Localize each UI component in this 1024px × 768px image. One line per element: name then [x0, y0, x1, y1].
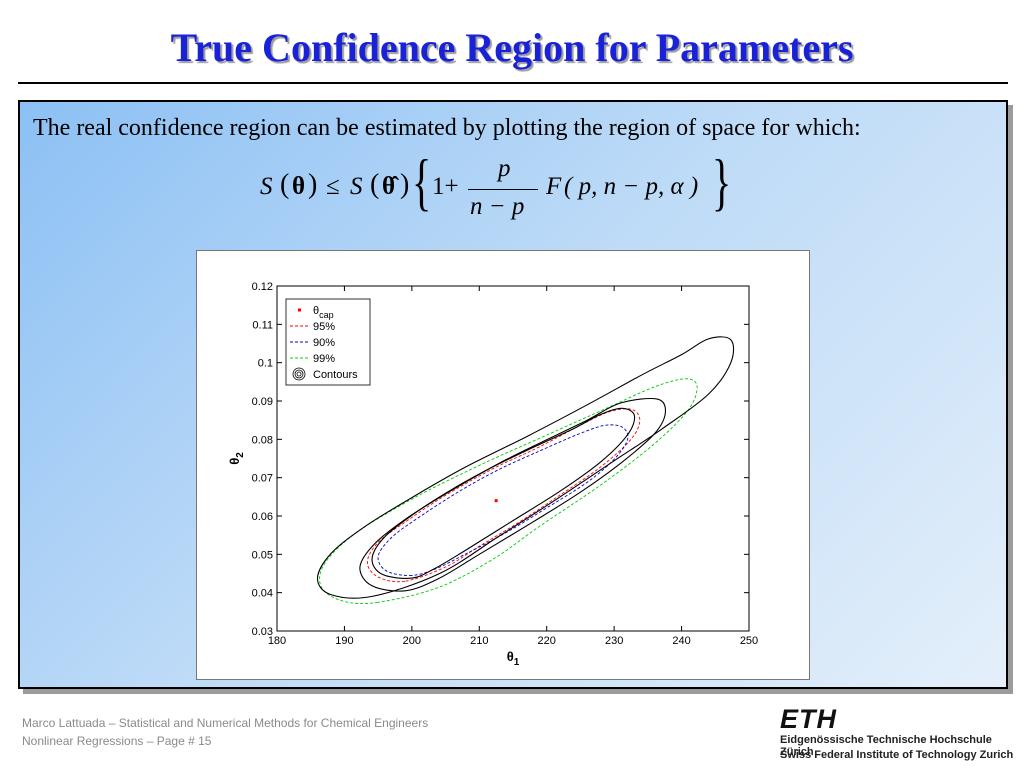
formula-frac-denominator: n − p: [470, 193, 525, 220]
slide-title: True Confidence Region for Parameters: [170, 25, 854, 70]
region-contour-inner: [371, 407, 636, 579]
formula-theta-hat: θ̂: [382, 173, 396, 200]
region-95pct: [366, 408, 641, 583]
legend-label-subscript: cap: [319, 310, 334, 320]
chart-panel: 180 190 200 210 220 230 240 250 0.03 0.04 0.05 0.06…: [196, 250, 810, 680]
region-99pct: [319, 378, 698, 605]
institution-name-en: Swiss Federal Institute of Technology Zu…: [780, 749, 1014, 761]
formula-rhs-s: S: [350, 173, 363, 200]
formula-close-paren: ): [308, 169, 318, 200]
footer-author: Marco Lattuada – Statistical and Numeric…: [22, 716, 429, 730]
x-tick-label: 210: [470, 635, 488, 647]
confidence-region-formula: S ( θ ) ≤ S ( θ̂ ) { 1+ p n − p F ( p, n…: [260, 145, 732, 234]
formula-f: F: [546, 173, 562, 200]
x-tick-label: 250: [740, 635, 758, 647]
y-tick-label: 0.07: [252, 473, 273, 485]
legend-label: 95%: [313, 321, 335, 333]
x-tick-label: 220: [538, 635, 556, 647]
formula-close-paren-2: ): [400, 169, 410, 200]
y-tick-label: 0.08: [252, 434, 273, 446]
y-tick-label: 0.1: [258, 358, 273, 370]
legend-label: 90%: [313, 337, 335, 349]
x-tick-label: 230: [605, 635, 623, 647]
y-tick-label: 0.06: [252, 511, 273, 523]
intro-text: The real confidence region can be estima…: [33, 115, 861, 141]
region-90pct: [377, 424, 629, 576]
y-tick-label: 0.11: [252, 319, 273, 331]
title-divider: [18, 82, 1008, 84]
curves-group: [316, 336, 735, 605]
legend-contour-icon: [292, 367, 306, 381]
content-box: The real confidence region can be estima…: [18, 100, 1008, 689]
legend-label: 99%: [313, 353, 335, 365]
footer-course-page: Nonlinear Regressions – Page # 15: [22, 734, 212, 748]
formula-open-paren-2: (: [370, 169, 380, 200]
y-axis-label-subscript: 2: [235, 452, 246, 458]
formula-leq: ≤: [326, 173, 340, 200]
formula-open-paren: (: [280, 169, 290, 200]
y-tick-label: 0.04: [252, 588, 273, 600]
x-tick-label: 180: [268, 635, 286, 647]
y-axis-label: θ2: [227, 452, 246, 465]
x-axis-label: θ1: [507, 649, 520, 668]
institution-name-de: Eidgenössische Technische Hochschule Zür…: [780, 734, 992, 758]
x-axis-label-subscript: 1: [514, 657, 520, 668]
theta-cap-point: [494, 499, 498, 503]
formula-left-brace: {: [412, 145, 432, 218]
x-tick-label: 200: [403, 635, 421, 647]
x-tick-label: 240: [672, 635, 690, 647]
formula-f-args: ( p, n − p, α ): [564, 173, 699, 200]
y-tick-label: 0.12: [252, 281, 273, 293]
region-contour-outer: [316, 336, 735, 599]
formula-lhs-s: S: [260, 173, 273, 200]
region-contour-middle: [359, 397, 667, 592]
y-tick-label: 0.09: [252, 396, 273, 408]
y-axis-label-group: θ2: [227, 452, 246, 465]
legend-contour-icon: [296, 371, 302, 377]
plot-area-frame: [276, 285, 750, 632]
x-tick-label: 190: [335, 635, 353, 647]
eth-logo: ETH: [780, 704, 837, 734]
confidence-region-chart: 180 190 200 210 220 230 240 250 0.03 0.04 0.05 0.06…: [227, 281, 758, 668]
y-tick-label: 0.03: [252, 626, 273, 638]
legend-contour-icon: [294, 369, 304, 379]
legend-marker-theta-cap: [298, 308, 301, 312]
formula-frac-numerator: p: [498, 155, 511, 182]
formula-fraction-bar: [468, 189, 538, 190]
y-tick-label: 0.05: [252, 549, 273, 561]
legend-label: Contours: [313, 369, 358, 381]
formula-right-brace: }: [712, 145, 732, 218]
formula-one-plus: 1+: [432, 173, 459, 200]
formula-theta: θ: [292, 173, 306, 200]
